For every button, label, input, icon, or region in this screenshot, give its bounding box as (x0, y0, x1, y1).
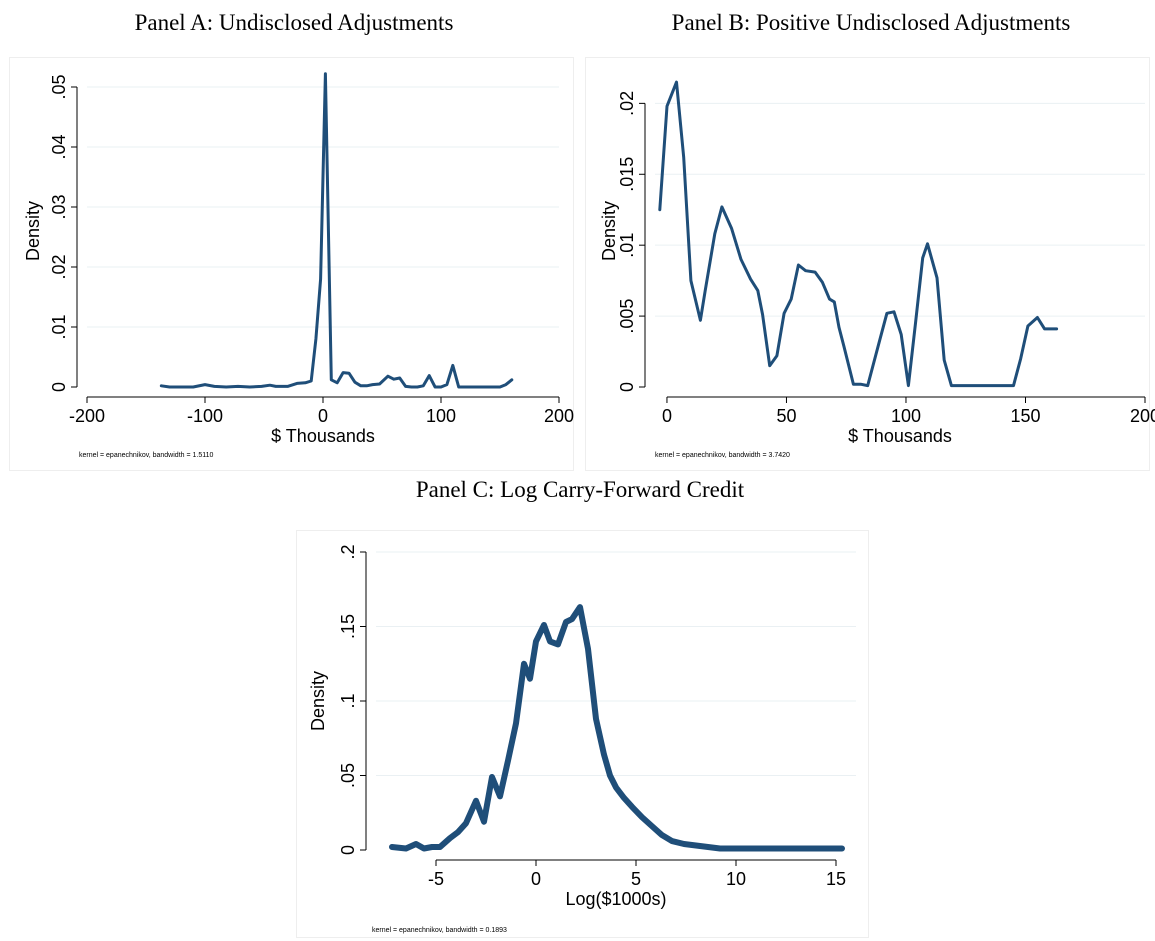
panel-b-title: Panel B: Positive Undisclosed Adjustment… (671, 10, 1071, 35)
x-tick-label: 150 (1010, 406, 1040, 426)
y-tick-label: 0 (49, 382, 69, 392)
x-tick-label: 0 (318, 406, 328, 426)
x-tick-label: 0 (662, 406, 672, 426)
panel-a-title: Panel A: Undisclosed Adjustments (134, 10, 454, 35)
y-tick-label: .02 (617, 91, 637, 116)
y-axis-label: Density (599, 201, 619, 261)
x-tick-label: 100 (426, 406, 456, 426)
panel-frame (9, 57, 574, 471)
panel-b-chart: 0 .005 .01 .015 .02 0 50 100 150 200 $ Thousands De… (585, 57, 1155, 471)
y-tick-label: .02 (49, 254, 69, 279)
x-tick-label: -5 (428, 869, 444, 889)
x-tick-label: 50 (776, 406, 796, 426)
kernel-note: kernel = epanechnikov, bandwidth = 3.742… (655, 452, 790, 459)
kernel-note: kernel = epanechnikov, bandwidth = 0.189… (372, 927, 507, 934)
panel-a-chart: 0 .01 .02 .03 .04 .05 -200 -100 0 100 200 $ Thousan… (9, 57, 574, 471)
y-tick-label: .05 (49, 74, 69, 99)
x-tick-label: 5 (631, 869, 641, 889)
y-tick-label: .01 (617, 233, 637, 258)
y-tick-label: .05 (338, 763, 358, 788)
y-axis-label: Density (23, 201, 43, 261)
density-curve-line (159, 72, 514, 389)
y-tick-label: .005 (617, 299, 637, 334)
panel-c-title: Panel C: Log Carry-Forward Credit (415, 477, 745, 502)
panel-frame (296, 530, 869, 938)
x-tick-label: 10 (726, 869, 746, 889)
y-tick-label: .03 (49, 194, 69, 219)
x-tick-label: -200 (69, 406, 105, 426)
x-axis-label: $ Thousands (848, 426, 952, 446)
y-tick-label: .01 (49, 314, 69, 339)
x-tick-label: -100 (187, 406, 223, 426)
density-curve-line (658, 80, 1059, 388)
x-tick-label: 0 (531, 869, 541, 889)
x-tick-label: 15 (826, 869, 846, 889)
y-axis-label: Density (308, 671, 328, 731)
x-tick-label: 100 (891, 406, 921, 426)
x-tick-label: 200 (1130, 406, 1155, 426)
y-tick-label: .15 (338, 614, 358, 639)
y-tick-label: .1 (338, 693, 358, 708)
panel-c-chart: 0 .05 .1 .15 .2 -5 0 5 10 15 Log($1000s) Density ker… (296, 530, 869, 938)
density-curve-line (389, 604, 845, 852)
x-axis-label: $ Thousands (271, 426, 375, 446)
kernel-note: kernel = epanechnikov, bandwidth = 1.511… (79, 452, 214, 459)
y-tick-label: .04 (49, 134, 69, 159)
y-tick-label: 0 (617, 382, 637, 392)
x-axis-label: Log($1000s) (565, 889, 666, 909)
y-tick-label: 0 (338, 845, 358, 855)
y-tick-label: .2 (338, 544, 358, 559)
y-tick-label: .015 (617, 157, 637, 192)
x-tick-label: 200 (544, 406, 574, 426)
